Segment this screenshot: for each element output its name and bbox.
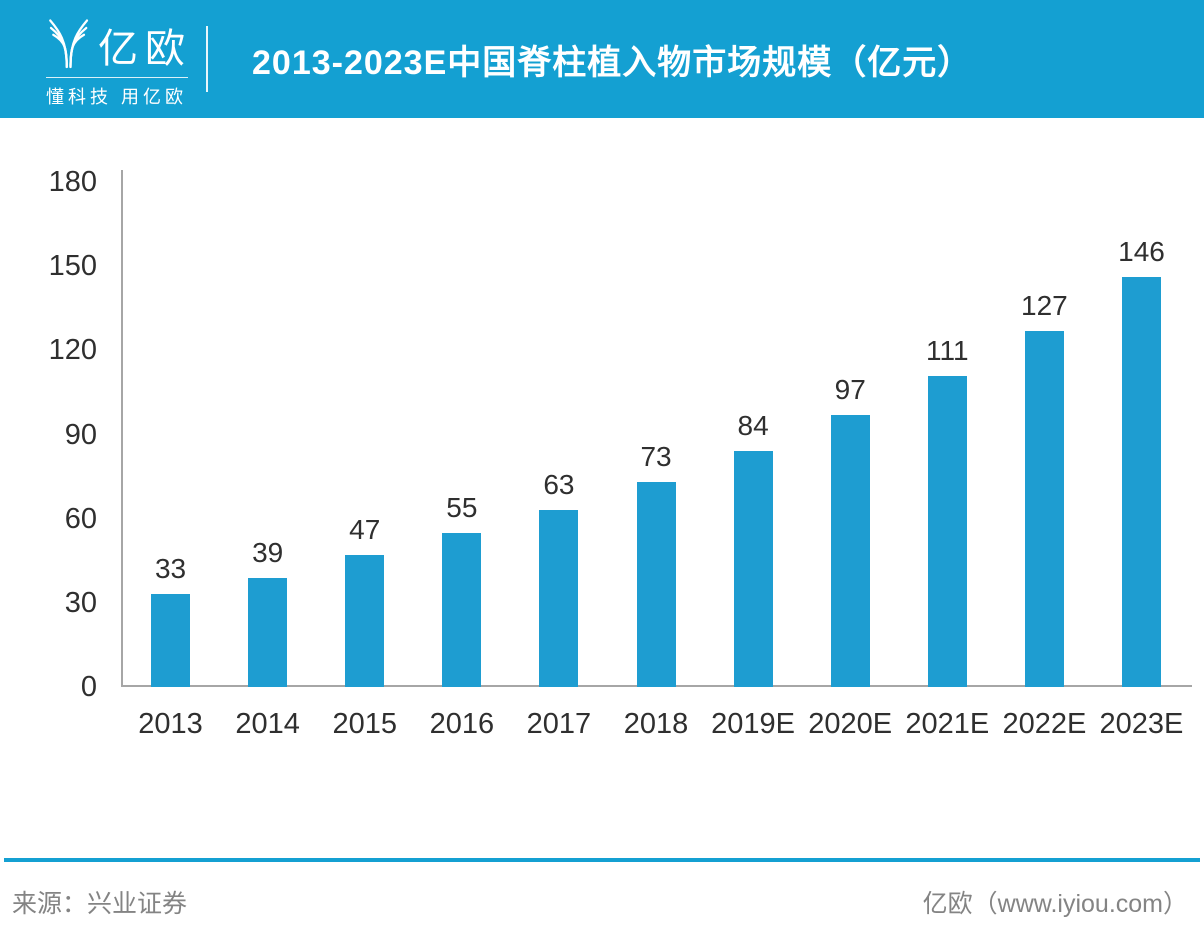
x-axis-category-label: 2020E — [808, 708, 893, 740]
bar-group: 73 — [607, 182, 704, 687]
logo-tagline: 懂科技 用亿欧 — [46, 86, 188, 107]
y-axis-tick-label: 120 — [48, 334, 97, 367]
x-axis-category-label: 2015 — [332, 708, 397, 740]
logo-row: 亿欧 — [46, 10, 192, 70]
y-axis-line — [121, 170, 123, 687]
bar — [248, 577, 288, 687]
y-axis-tick-label: 180 — [48, 166, 97, 198]
bar-group: 97 — [802, 182, 899, 687]
bar — [927, 375, 967, 687]
bar-group: 47 — [316, 182, 413, 687]
bar-group: 111 — [899, 182, 996, 687]
y-axis-tick-label: 150 — [48, 250, 97, 283]
x-axis-labels: 2013 2014 2015 2016 2017 2018 2019E 2020E 2021E 2… — [122, 708, 1190, 741]
bar-value-label: 47 — [349, 514, 381, 546]
x-axis-category-label: 2016 — [429, 708, 495, 740]
y-axis-tick-label: 90 — [64, 418, 97, 451]
bar — [733, 451, 773, 687]
chart-title: 2013-2023E中国脊柱植入物市场规模（亿元） — [252, 43, 973, 82]
y-axis-tick-label: 30 — [64, 586, 97, 619]
bar-group: 127 — [996, 182, 1093, 687]
x-axis-category-label: 2018 — [623, 708, 689, 740]
x-axis-category-label: 2014 — [235, 708, 300, 740]
x-axis-category-label: 2019E — [711, 708, 796, 740]
bar — [1121, 277, 1161, 687]
bar-value-label: 97 — [834, 373, 866, 405]
bar-value-label: 84 — [737, 410, 769, 442]
bar-value-label: 39 — [252, 536, 284, 568]
bar-value-label: 111 — [926, 334, 969, 366]
x-axis-category-label: 2013 — [138, 708, 203, 740]
bar — [636, 482, 676, 687]
bar — [539, 510, 579, 687]
bar-group: 33 — [122, 182, 219, 687]
bar-group: 146 — [1093, 182, 1190, 687]
bar-value-label: 127 — [1021, 289, 1068, 321]
logo-underline — [46, 76, 188, 78]
brand-logo: 亿欧 懂科技 用亿欧 — [46, 10, 192, 109]
bar-series: 33 39 47 55 63 73 84 97 111 127 146 — [122, 182, 1190, 687]
bar-value-label: 33 — [154, 553, 187, 585]
source-text: 来源：兴业证券 — [12, 890, 188, 918]
footer: 来源：兴业证券 亿欧（www.iyiou.com） — [12, 884, 1188, 920]
x-axis-category-label: 2023E — [1099, 708, 1184, 740]
bar-value-label: 55 — [446, 491, 478, 523]
bar — [830, 414, 870, 687]
bar — [1024, 330, 1064, 687]
y-axis-labels: 0 30 60 90 120 150 180 — [0, 166, 97, 703]
x-axis-category-label: 2017 — [526, 708, 592, 740]
y-axis-tick-label: 0 — [80, 671, 97, 703]
bar — [442, 532, 482, 687]
bar — [345, 555, 385, 687]
bar — [151, 594, 191, 687]
bar-group: 63 — [510, 182, 607, 687]
footer-separator-line — [4, 858, 1200, 862]
bar-group: 84 — [705, 182, 802, 687]
bar-group: 55 — [413, 182, 510, 687]
header-banner: 亿欧 懂科技 用亿欧 2013-2023E中国脊柱植入物市场规模（亿元） — [0, 0, 1204, 118]
x-axis-category-label: 2022E — [1002, 708, 1087, 740]
bar-value-label: 73 — [640, 441, 672, 473]
brand-site-text: 亿欧（www.iyiou.com） — [922, 890, 1188, 918]
y-axis-tick-label: 60 — [64, 502, 97, 535]
bar-group: 39 — [219, 182, 316, 687]
logo-text: 亿欧 — [98, 26, 192, 71]
header-divider-line — [206, 26, 208, 92]
yiou-sheaf-logo-icon — [49, 18, 89, 68]
bar-value-label: 63 — [543, 469, 575, 501]
x-axis-category-label: 2021E — [905, 708, 990, 740]
bar-value-label: 146 — [1118, 236, 1165, 268]
